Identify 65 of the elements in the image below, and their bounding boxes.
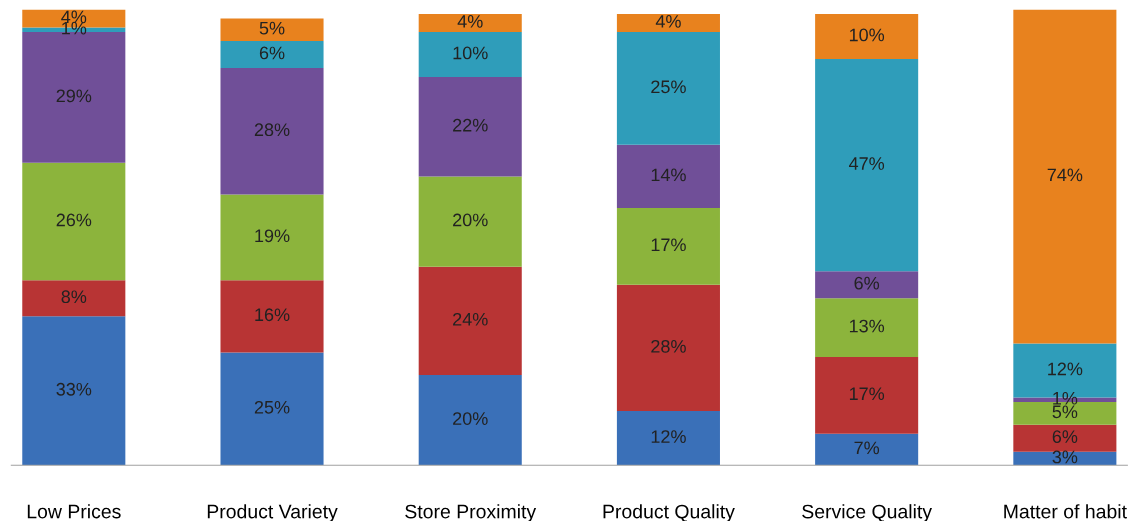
- bar: [220, 40, 324, 69]
- data-label: 25%: [651, 80, 686, 94]
- data-label: 29%: [56, 89, 92, 103]
- bar: [418, 13, 522, 32]
- data-label: 10%: [453, 46, 488, 60]
- data-label: 17%: [651, 238, 686, 252]
- bar: [1013, 451, 1117, 466]
- bar: [22, 280, 126, 317]
- bar: [220, 68, 324, 195]
- bar: [616, 411, 720, 466]
- bar: [815, 356, 919, 434]
- data-label: 6%: [1052, 430, 1078, 444]
- data-label: 5%: [259, 21, 285, 35]
- bar: [616, 284, 720, 412]
- bar: [220, 18, 324, 41]
- data-label: 24%: [453, 312, 488, 326]
- bar: [220, 194, 324, 281]
- bar: [616, 31, 720, 145]
- bar: [220, 352, 324, 466]
- data-label: 3%: [1052, 450, 1078, 464]
- data-label: 26%: [56, 213, 92, 227]
- bar: [815, 13, 919, 60]
- data-label: 4%: [655, 15, 681, 28]
- data-label: 14%: [651, 168, 686, 182]
- bar: [815, 59, 919, 272]
- data-label: 8%: [61, 290, 87, 304]
- data-label: 28%: [651, 339, 686, 353]
- data-label: 28%: [254, 123, 290, 137]
- data-label: 13%: [849, 319, 885, 333]
- data-label: 25%: [254, 400, 290, 414]
- bar: [815, 298, 919, 357]
- data-label: 5%: [1052, 405, 1078, 419]
- data-label: 16%: [255, 308, 290, 322]
- bar: [22, 162, 126, 281]
- bar: [418, 374, 522, 466]
- data-label: 20%: [453, 412, 488, 425]
- bar: [616, 207, 720, 285]
- data-label: 17%: [849, 387, 885, 401]
- data-label: 33%: [56, 382, 92, 396]
- bar: [418, 176, 522, 267]
- bar: [220, 280, 324, 353]
- data-label: 19%: [255, 229, 290, 243]
- data-label: 12%: [1048, 362, 1083, 376]
- data-label: 10%: [849, 28, 885, 42]
- data-label: 12%: [651, 430, 686, 443]
- data-label: 22%: [453, 118, 488, 132]
- data-label: 7%: [854, 441, 880, 455]
- bar: [815, 271, 919, 299]
- data-label: 6%: [854, 276, 880, 290]
- data-label: 4%: [457, 15, 483, 28]
- bar: [1013, 9, 1117, 344]
- bar: [1013, 424, 1117, 452]
- x-tick-label: Low Prices: [27, 504, 121, 519]
- bar: [418, 77, 522, 177]
- bar: [616, 144, 720, 208]
- bar: [815, 433, 919, 466]
- data-label: 20%: [453, 213, 488, 227]
- bar: [418, 266, 522, 375]
- x-tick-label: Matter of habit: [1004, 504, 1127, 519]
- bar: [22, 316, 126, 466]
- data-label: 47%: [848, 157, 885, 170]
- data-label: 74%: [1047, 168, 1083, 182]
- bar: [616, 13, 720, 32]
- data-label: 6%: [259, 46, 285, 60]
- bar: [418, 31, 522, 78]
